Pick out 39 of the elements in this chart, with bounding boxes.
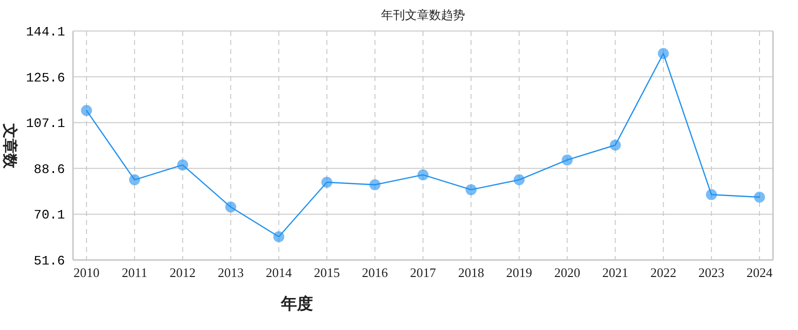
point bbox=[466, 184, 477, 196]
point bbox=[658, 48, 669, 60]
point bbox=[610, 140, 621, 151]
y-tick-label: 70.1 bbox=[34, 208, 66, 223]
point bbox=[177, 159, 188, 170]
point bbox=[321, 176, 332, 188]
point bbox=[369, 179, 380, 190]
x-tick-label: 2016 bbox=[362, 265, 388, 280]
point bbox=[754, 192, 765, 203]
x-tick-label: 2024 bbox=[746, 265, 773, 280]
x-tick-label: 2018 bbox=[458, 265, 484, 280]
x-tick-label: 2012 bbox=[170, 265, 196, 280]
x-tick-label: 2014 bbox=[266, 265, 292, 280]
y-axis-title: 文章数 bbox=[1, 122, 19, 170]
y-tick-label: 144.1 bbox=[26, 24, 66, 40]
y-tick-label: 107.1 bbox=[26, 116, 66, 132]
x-tick-label: 2011 bbox=[122, 265, 148, 280]
x-tick-label: 2013 bbox=[218, 265, 244, 280]
x-tick-label: 2023 bbox=[698, 265, 724, 280]
point bbox=[81, 104, 92, 116]
y-tick-label: 125.6 bbox=[26, 70, 65, 86]
x-tick-label: 2021 bbox=[602, 265, 628, 280]
x-tick-label: 2020 bbox=[554, 265, 580, 280]
point bbox=[225, 202, 236, 213]
x-tick-label: 2010 bbox=[74, 265, 100, 280]
x-tick-label: 2019 bbox=[506, 265, 532, 280]
point bbox=[273, 231, 284, 242]
y-tick-label: 51.6 bbox=[34, 254, 65, 268]
y-tick-label: 88.6 bbox=[34, 162, 65, 177]
point bbox=[562, 154, 573, 166]
x-tick-label: 2015 bbox=[314, 265, 340, 280]
x-tick-label: 2022 bbox=[650, 265, 676, 280]
chart-title: 年刊文章数趋势 bbox=[381, 8, 465, 22]
point bbox=[706, 189, 717, 200]
point bbox=[129, 174, 140, 186]
point bbox=[514, 174, 525, 186]
x-axis-title: 年度 bbox=[280, 294, 313, 313]
x-tick-label: 2017 bbox=[410, 265, 436, 280]
point bbox=[418, 169, 428, 180]
